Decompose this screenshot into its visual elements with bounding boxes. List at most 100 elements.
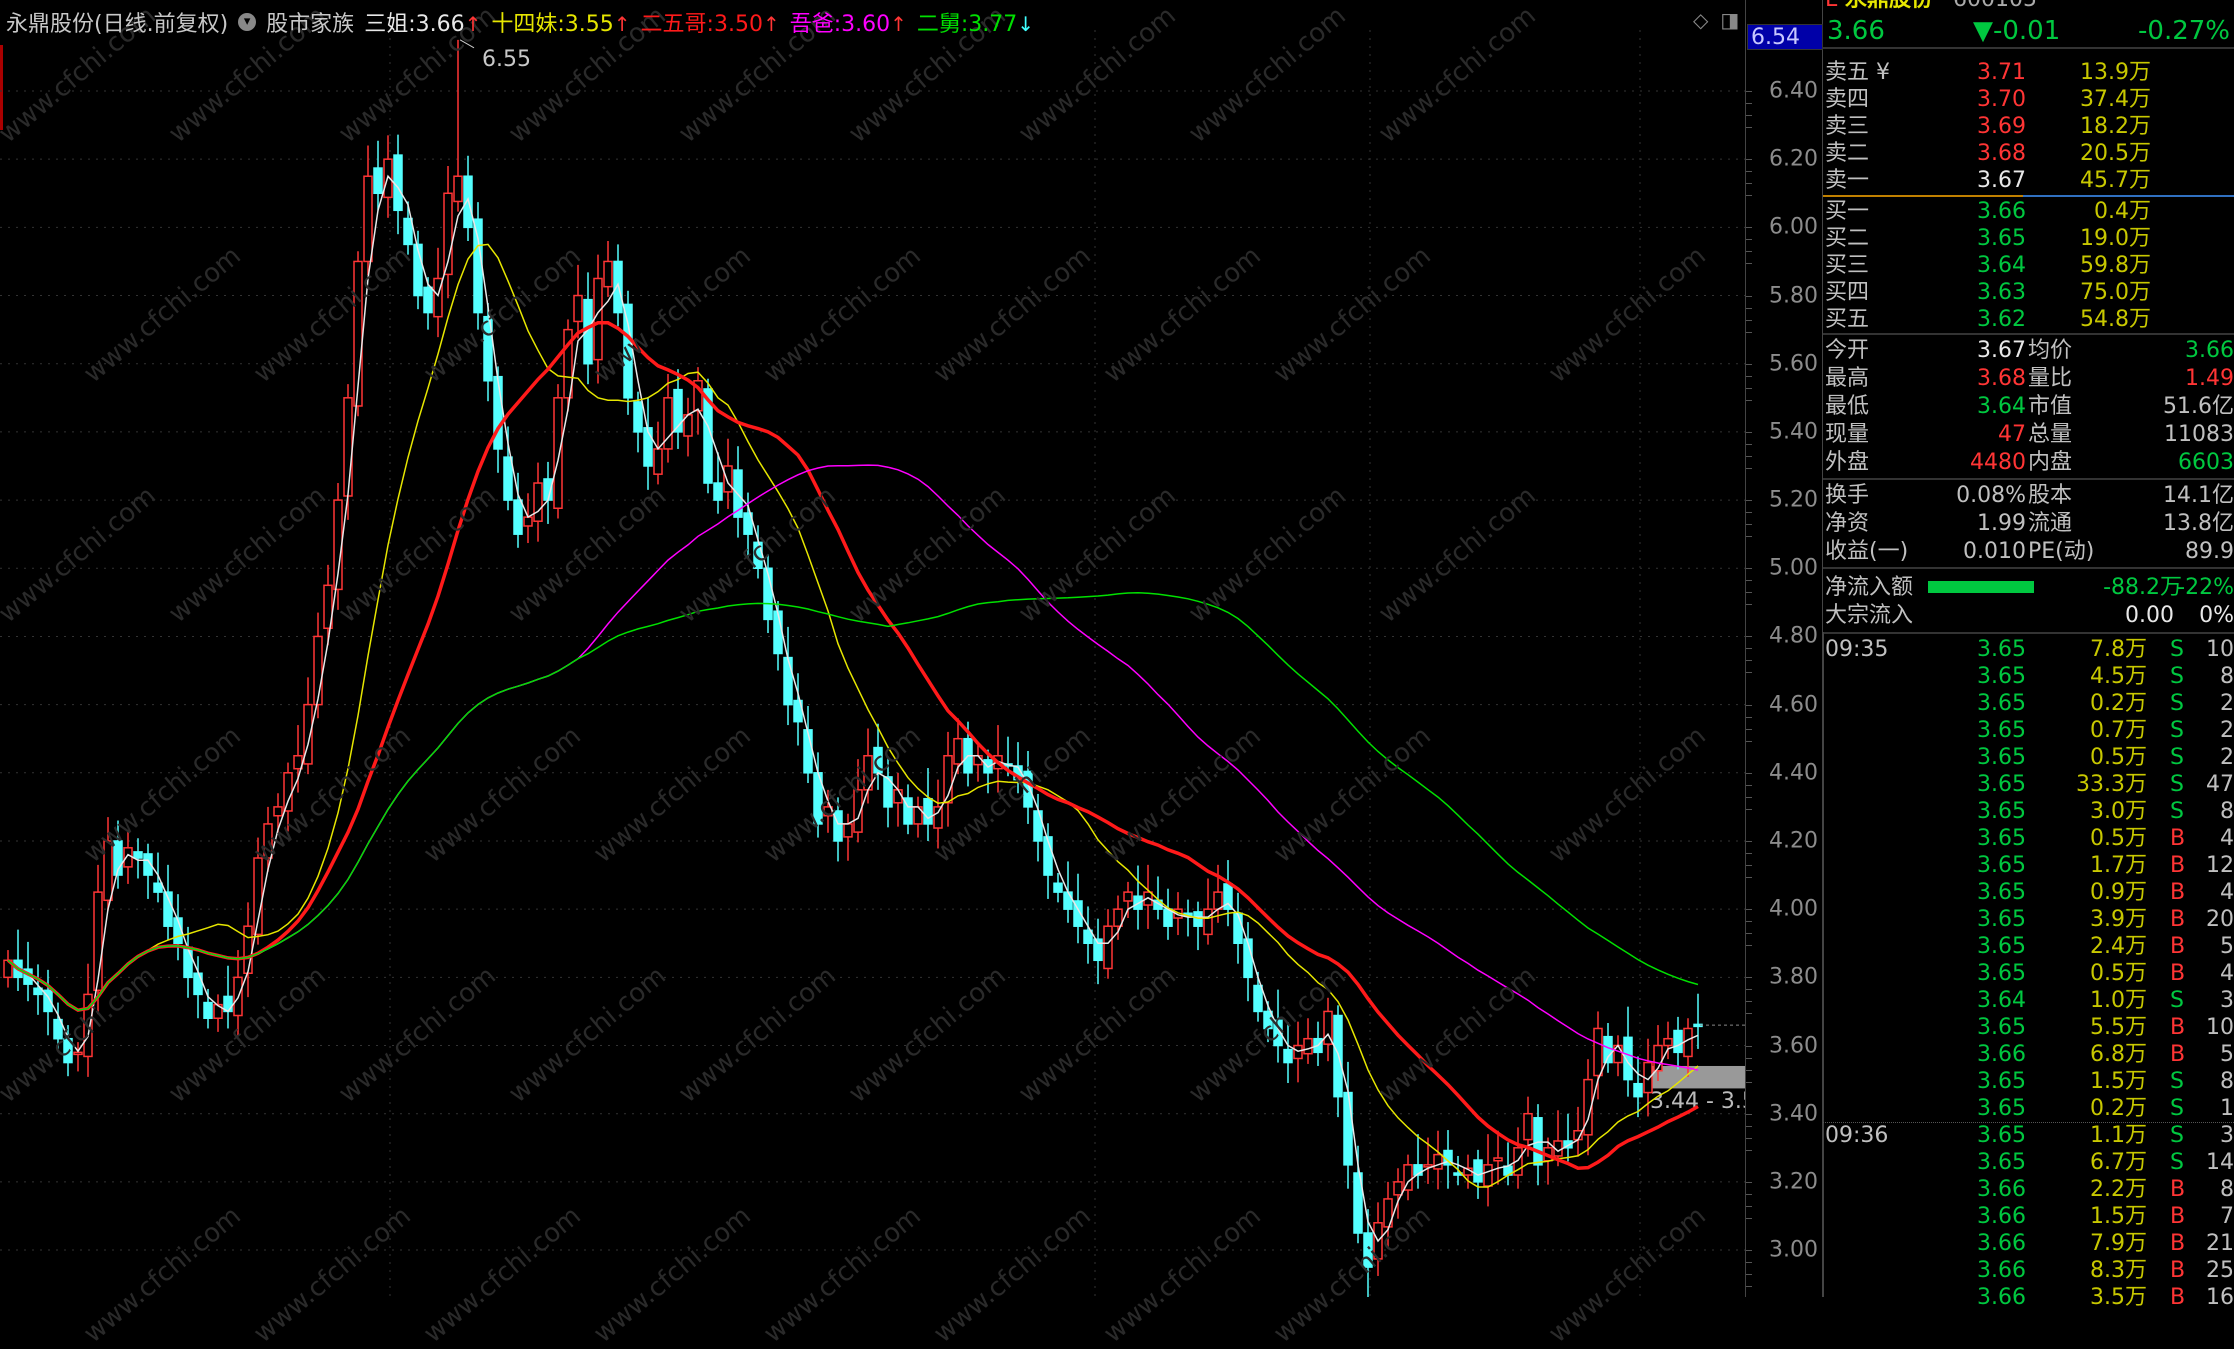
tick-count: 2 — [2220, 718, 2234, 743]
tick-price: 3.65 — [1977, 1150, 2026, 1175]
kline-chart[interactable]: 3.44 - 3.56.552.86 — [0, 0, 1745, 1297]
axis-tick-label: 6.20 — [1769, 146, 1818, 172]
block-pct: 0% — [2199, 603, 2234, 628]
tick-count: 5 — [2220, 1042, 2234, 1067]
candle — [1693, 993, 1703, 1049]
candle — [1323, 997, 1333, 1062]
tick-volume: 0.5万 — [2090, 826, 2147, 851]
candle — [243, 902, 253, 998]
candle — [823, 789, 833, 833]
fin-value: 14.1亿 — [2163, 483, 2234, 508]
tick-count: 12 — [2206, 853, 2234, 878]
candle — [713, 452, 723, 514]
diamond-icon[interactable]: ◇ — [1693, 8, 1709, 32]
candle — [1383, 1181, 1393, 1248]
tick-count: 4 — [2220, 880, 2234, 905]
price-change: ▼-0.01 — [1973, 16, 2061, 46]
dropdown-icon[interactable]: ▾ — [238, 13, 257, 31]
candle — [323, 564, 333, 646]
ask-row: 卖五 ¥ 3.71 13.9万 — [1823, 59, 2234, 86]
indicator-group[interactable]: 股市家族 — [266, 12, 355, 37]
bid-row: 买五 3.62 54.8万 — [1823, 306, 2234, 333]
tick-row: 3.65 6.7万 S 14 — [1823, 1149, 2234, 1176]
candle — [783, 626, 793, 726]
candle — [553, 384, 563, 519]
tick-row: 3.65 0.5万 S 2 — [1823, 744, 2234, 771]
tick-row: 3.65 3.0万 S 8 — [1823, 798, 2234, 825]
flag-icon: L — [1825, 0, 1837, 13]
tick-side: S — [2170, 772, 2184, 797]
tick-price: 3.66 — [1977, 1177, 2026, 1202]
axis-tick-label: 4.80 — [1769, 623, 1818, 649]
stat-label: 今开 — [1825, 338, 1870, 363]
tick-price: 3.66 — [1977, 1042, 2026, 1067]
bid-price: 3.64 — [1977, 253, 2026, 278]
tick-side: B — [2170, 826, 2186, 851]
tick-count: 8 — [2220, 1069, 2234, 1094]
tick-row: 3.65 0.2万 S 1 — [1823, 1095, 2234, 1122]
candle — [573, 264, 583, 339]
candle — [1613, 1035, 1623, 1077]
stat-value: 3.67 — [1977, 338, 2026, 363]
tick-count: 3 — [2220, 1123, 2234, 1148]
tick-side: B — [2170, 880, 2186, 905]
tick-price: 3.66 — [1977, 1285, 2026, 1310]
tick-volume: 3.5万 — [2090, 1285, 2147, 1310]
candle — [373, 140, 383, 211]
tick-volume: 6.7万 — [2090, 1150, 2147, 1175]
tick-count: 3 — [2220, 988, 2234, 1013]
tick-count: 47 — [2206, 772, 2234, 797]
panel-toggle-icon[interactable]: ◨ — [1720, 8, 1740, 32]
legend-item: 十四妹:3.55↑ — [491, 6, 630, 38]
axis-tick-label: 3.00 — [1769, 1237, 1818, 1263]
tick-row: 09:35 3.65 7.8万 S 10 — [1823, 636, 2234, 663]
stat-label: 总量 — [2028, 422, 2073, 447]
candle — [1373, 1202, 1383, 1276]
tick-volume: 3.0万 — [2090, 799, 2147, 824]
stat-label: 外盘 — [1825, 450, 1870, 475]
candle — [663, 373, 673, 463]
trend-arrow-icon: ↑ — [890, 12, 907, 36]
stat-row: 今开 3.67 均价 3.66 — [1823, 337, 2234, 364]
fin-value: 1.99 — [1977, 511, 2026, 536]
candle — [103, 817, 113, 911]
candle — [693, 367, 703, 435]
candle — [53, 1002, 63, 1049]
candle — [1593, 1011, 1603, 1100]
axis-tick-label: 3.40 — [1769, 1101, 1818, 1127]
legend-item: 三姐:3.66↑ — [364, 6, 481, 38]
candle — [543, 461, 553, 524]
ask-volume: 37.4万 — [2080, 87, 2151, 112]
tick-side: B — [2170, 1258, 2186, 1283]
candle — [833, 797, 843, 862]
tick-row: 3.66 8.3万 B 25 — [1823, 1257, 2234, 1284]
tick-price: 3.65 — [1977, 826, 2026, 851]
tick-side: B — [2170, 934, 2186, 959]
tick-row: 09:36 3.65 1.1万 S 3 — [1823, 1122, 2234, 1149]
candle — [163, 864, 173, 940]
candle — [403, 201, 413, 255]
tick-count: 4 — [2220, 961, 2234, 986]
ask-volume: 20.5万 — [2080, 141, 2151, 166]
candle — [153, 852, 163, 903]
candle — [303, 677, 313, 775]
ask-row: 卖四 3.70 37.4万 — [1823, 86, 2234, 113]
tick-count: 8 — [2220, 664, 2234, 689]
candle — [1233, 892, 1243, 964]
moving-average-line — [7, 592, 1699, 1011]
stat-value: 4480 — [1970, 450, 2026, 475]
candle — [623, 290, 633, 415]
bid-row: 买一 3.66 0.4万 — [1823, 198, 2234, 225]
candle — [283, 762, 293, 832]
candle — [1113, 895, 1123, 940]
stat-label: 内盘 — [2028, 450, 2073, 475]
tick-volume: 8.3万 — [2090, 1258, 2147, 1283]
tick-side: S — [2170, 691, 2184, 716]
stat-value: 3.64 — [1977, 394, 2026, 419]
candle — [1413, 1134, 1423, 1189]
fin-value: 89.9 — [2185, 539, 2234, 564]
stock-code: 600105 — [1953, 0, 2037, 13]
tick-volume: 5.5万 — [2090, 1015, 2147, 1040]
stat-label: 市值 — [2028, 394, 2073, 419]
stat-label: 均价 — [2028, 338, 2073, 363]
